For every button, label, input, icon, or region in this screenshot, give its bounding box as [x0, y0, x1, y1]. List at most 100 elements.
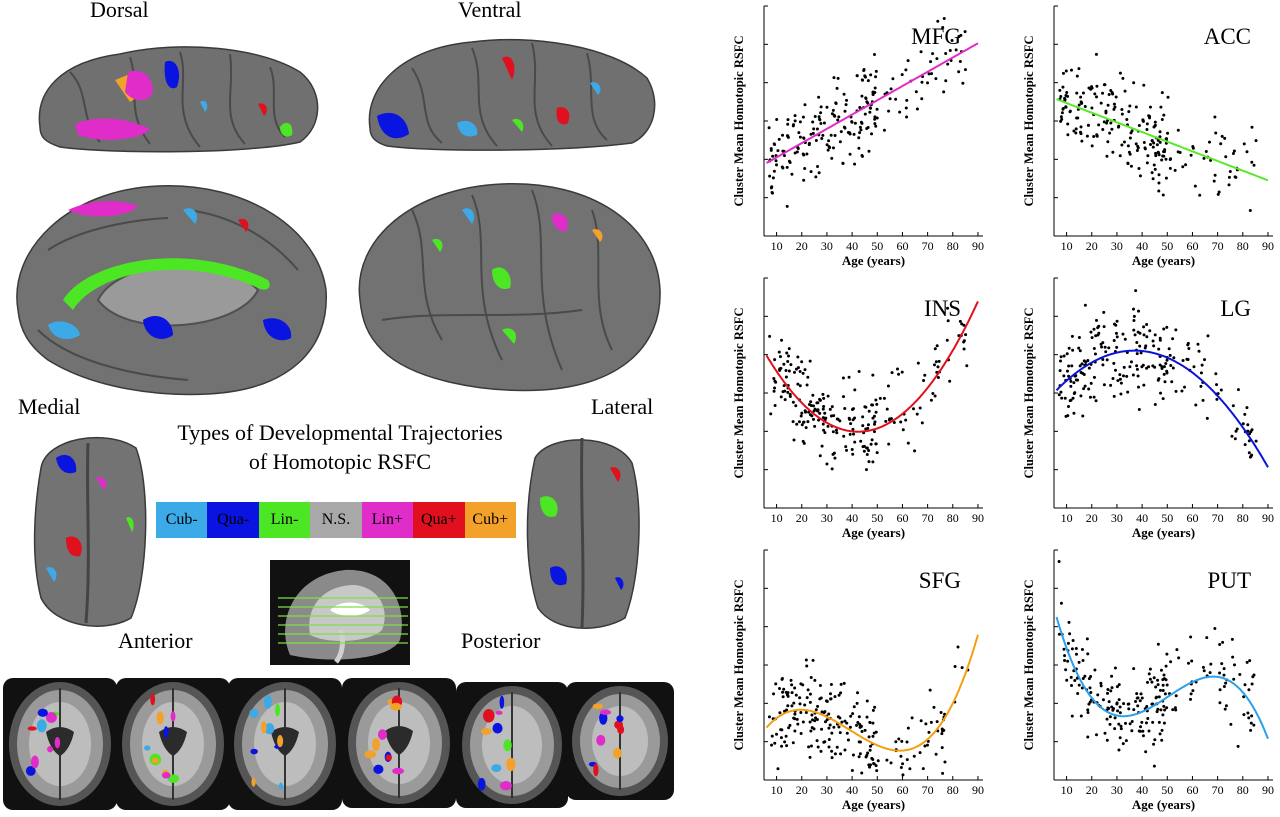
data-point [811, 393, 815, 397]
data-point [1154, 685, 1158, 689]
data-point [1077, 346, 1081, 350]
data-point [1101, 698, 1105, 702]
data-point [1145, 366, 1149, 370]
data-point [1151, 720, 1155, 724]
data-point [932, 363, 936, 367]
data-point [874, 410, 878, 414]
fit-line [1056, 98, 1269, 182]
scatter-plot-ins: 10 20 30 40 50 60 70 80 90 Age (years) Cluster Mea… [728, 272, 990, 545]
data-point [1166, 131, 1170, 135]
data-point [1138, 344, 1142, 348]
data-point [1134, 142, 1138, 146]
data-point [792, 701, 796, 705]
data-point [960, 666, 964, 670]
data-point [792, 438, 796, 442]
data-point [786, 118, 790, 122]
data-point [1145, 161, 1149, 165]
data-point [847, 131, 851, 135]
data-point [1227, 175, 1231, 179]
data-point [932, 705, 936, 709]
x-tick-label: 90 [1262, 239, 1274, 253]
data-point [1134, 289, 1138, 293]
data-point [905, 740, 909, 744]
data-point [1092, 346, 1096, 350]
data-point [924, 722, 928, 726]
data-point [794, 367, 798, 371]
data-point [816, 704, 820, 708]
data-point [770, 734, 774, 738]
x-tick-label: 10 [771, 783, 783, 797]
data-point [1125, 374, 1129, 378]
data-point [867, 763, 871, 767]
data-point [861, 415, 865, 419]
data-point [945, 338, 949, 342]
data-point [874, 69, 878, 73]
data-point [933, 394, 937, 398]
data-point [1160, 117, 1164, 121]
data-point [826, 148, 830, 152]
x-tick-label: 50 [871, 783, 883, 797]
data-point [800, 423, 804, 427]
data-point [862, 69, 866, 73]
data-point [1128, 136, 1132, 140]
data-point [857, 740, 861, 744]
data-point [1249, 454, 1253, 458]
data-point [933, 347, 937, 351]
data-point [958, 59, 962, 63]
data-point [1218, 701, 1222, 705]
data-point [868, 106, 872, 110]
data-point [1096, 326, 1100, 330]
data-point [787, 369, 791, 373]
data-point [1252, 723, 1256, 727]
data-point [852, 432, 856, 436]
data-point [1079, 714, 1083, 718]
x-tick-label: 90 [972, 239, 984, 253]
data-point [819, 121, 823, 125]
data-point [1063, 96, 1067, 100]
data-point [1069, 68, 1073, 72]
data-point [1089, 330, 1093, 334]
data-point [897, 737, 901, 741]
data-point [842, 681, 846, 685]
data-point [832, 113, 836, 117]
data-point [1135, 352, 1139, 356]
data-point [1090, 85, 1094, 89]
data-point [1161, 678, 1165, 682]
data-point [803, 703, 807, 707]
data-point [796, 722, 800, 726]
data-point [1162, 372, 1166, 376]
data-point [906, 441, 910, 445]
data-point [1058, 369, 1062, 373]
data-point [872, 53, 876, 57]
data-point [1089, 691, 1093, 695]
data-point [784, 734, 788, 738]
data-point [832, 725, 836, 729]
data-point [816, 745, 820, 749]
view-label-ventral: Ventral [458, 0, 522, 22]
data-point [1173, 168, 1177, 172]
data-point [905, 115, 909, 119]
data-point [803, 368, 807, 372]
data-point [808, 700, 812, 704]
data-point [1106, 688, 1110, 692]
data-point [847, 375, 851, 379]
legend-item-lin-minus: Lin- [258, 502, 311, 538]
data-point [1118, 711, 1122, 715]
data-point [815, 717, 819, 721]
data-point [781, 690, 785, 694]
data-point [853, 121, 857, 125]
data-point [1074, 646, 1078, 650]
data-point [1095, 95, 1099, 99]
data-point [831, 430, 835, 434]
data-point [1127, 150, 1131, 154]
data-point [834, 101, 838, 105]
data-point [1112, 361, 1116, 365]
data-point [1243, 683, 1247, 687]
data-point [778, 355, 782, 359]
legend-title-line-1: Types of Developmental Trajectories [177, 420, 503, 445]
data-point [1060, 396, 1064, 400]
data-point [1138, 699, 1142, 703]
data-point [1071, 396, 1075, 400]
data-point [801, 115, 805, 119]
data-point [830, 731, 834, 735]
